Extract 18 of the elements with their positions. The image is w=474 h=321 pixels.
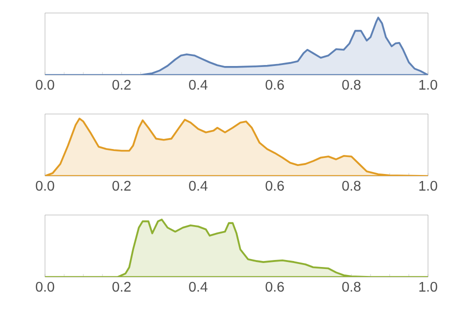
- x-tick-label: 0.4: [189, 282, 208, 292]
- x-tick-label: 1.0: [419, 180, 438, 191]
- x-tick-label: 0.8: [342, 282, 361, 292]
- x-tick-label: 1.0: [419, 282, 438, 292]
- x-tick-label: 0.0: [36, 80, 54, 90]
- x-tick-label: 0.0: [36, 180, 54, 191]
- x-tick-label: 0.4: [189, 180, 208, 191]
- x-tick-label: 1.0: [419, 80, 438, 90]
- x-tick-label: 0.2: [112, 180, 131, 191]
- x-tick-label: 0.2: [112, 80, 131, 90]
- x-tick-label: 0.6: [266, 180, 284, 191]
- x-tick-label: 0.8: [342, 180, 361, 191]
- x-tick-label: 0.8: [342, 80, 361, 90]
- x-tick-label: 0.2: [112, 282, 131, 292]
- x-tick-label: 0.6: [266, 80, 284, 90]
- x-tick-label: 0.4: [189, 80, 208, 90]
- x-tick-label: 0.0: [36, 282, 54, 292]
- x-tick-label: 0.6: [266, 282, 284, 292]
